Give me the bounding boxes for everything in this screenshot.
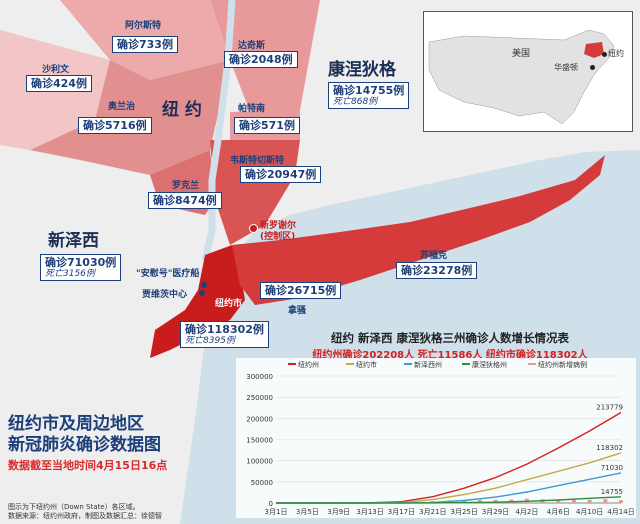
y-tick-label: 0 bbox=[269, 500, 273, 508]
legend-label: 康涅狄格州 bbox=[472, 360, 507, 369]
inset-country: 美国 bbox=[512, 49, 531, 59]
comfort-label: "安慰号"医疗船 bbox=[136, 269, 200, 279]
main-title-line1: 纽约市及周边地区 bbox=[8, 414, 144, 434]
bar-new-cases bbox=[603, 499, 608, 503]
bar-new-cases bbox=[556, 499, 561, 503]
series-end-label: 14755 bbox=[601, 488, 623, 496]
us-shape bbox=[428, 29, 615, 125]
x-tick-label: 3月13日 bbox=[356, 508, 383, 516]
x-tick-label: 4月2日 bbox=[515, 508, 538, 516]
x-tick-label: 3月1日 bbox=[265, 508, 288, 516]
bar-new-cases bbox=[571, 499, 576, 503]
y-tick-label: 100000 bbox=[246, 458, 273, 466]
bar-new-cases bbox=[477, 500, 482, 503]
county-name-rockland: 罗克兰 bbox=[172, 181, 200, 191]
cases-nassau: 确诊26715例 bbox=[260, 282, 342, 299]
cases-nj: 确诊71030例 死亡3156例 bbox=[40, 254, 122, 281]
x-tick-label: 3月21日 bbox=[419, 508, 446, 516]
county-name-nassau: 拿骚 bbox=[288, 306, 307, 316]
main-title-line2: 新冠肺炎确诊数据图 bbox=[8, 435, 161, 455]
long-island bbox=[232, 155, 605, 305]
y-tick-label: 150000 bbox=[246, 437, 273, 445]
region-ny-label: 纽 约 bbox=[162, 100, 202, 120]
javits-label: 贾维茨中心 bbox=[142, 290, 188, 300]
new-rochelle-label: 新罗谢尔 (控制区) bbox=[260, 221, 297, 242]
source-line2: 数据来源：纽约州政府，制图及数据汇总：徐德智 bbox=[8, 512, 162, 520]
x-tick-label: 3月25日 bbox=[450, 508, 477, 516]
inset-ny-label: 纽约 bbox=[608, 49, 624, 58]
us-inset-map: 美国 纽约 华盛顿 bbox=[423, 11, 633, 132]
cases-ulster: 确诊733例 bbox=[112, 36, 178, 53]
x-tick-label: 3月9日 bbox=[327, 508, 350, 516]
y-tick-label: 200000 bbox=[246, 415, 273, 423]
nj-deaths: 死亡3156例 bbox=[45, 269, 95, 279]
y-tick-label: 300000 bbox=[246, 373, 273, 381]
nyc-cases: 确诊118302例 bbox=[185, 323, 264, 336]
series-end-label: 71030 bbox=[601, 464, 623, 472]
cases-westchester: 确诊20947例 bbox=[240, 166, 322, 183]
long-island-sound bbox=[290, 155, 590, 236]
javits-marker bbox=[199, 290, 205, 296]
x-tick-label: 4月6日 bbox=[547, 508, 570, 516]
county-name-putnam: 帕特南 bbox=[238, 104, 266, 114]
cases-dutchess: 确诊2048例 bbox=[224, 51, 298, 68]
nyc-deaths: 死亡8395例 bbox=[185, 336, 235, 346]
legend-label: 纽约州新增病例 bbox=[538, 360, 587, 369]
source-note: 图示为下纽约州（Down State）各区域。 数据来源：纽约州政府，制图及数据… bbox=[8, 503, 162, 521]
x-tick-label: 3月5日 bbox=[296, 508, 319, 516]
inset-dc-label: 华盛顿 bbox=[554, 63, 578, 72]
county-name-suffolk: 苏福克 bbox=[420, 251, 448, 261]
series-end-label: 118302 bbox=[596, 444, 623, 452]
cases-sullivan: 确诊424例 bbox=[26, 75, 92, 92]
main-title: 纽约市及周边地区 新冠肺炎确诊数据图 bbox=[8, 414, 161, 456]
legend-label: 纽约州 bbox=[298, 360, 319, 369]
growth-chart: 纽约州 纽约市 新泽西州 康涅狄格州 纽约州新增病例 0 50000 100000 150000… bbox=[236, 358, 636, 518]
county-name-dutchess: 达奇斯 bbox=[238, 41, 266, 51]
bar-new-cases bbox=[619, 500, 623, 503]
chart-background bbox=[236, 358, 636, 518]
source-line1: 图示为下纽约州（Down State）各区域。 bbox=[8, 503, 140, 511]
region-nj-label: 新泽西 bbox=[48, 231, 99, 251]
chart-subtitle: 纽约州确诊202208人 死亡11586人 纽约市确诊118302人 bbox=[312, 350, 588, 361]
cases-suffolk: 确诊23278例 bbox=[396, 262, 478, 279]
ct-deaths: 死亡868例 bbox=[333, 97, 378, 107]
bar-new-cases bbox=[493, 499, 498, 503]
bar-new-cases bbox=[462, 500, 467, 503]
nj-cases: 确诊71030例 bbox=[45, 256, 117, 269]
cases-ct: 确诊14755例 死亡868例 bbox=[328, 82, 410, 109]
y-tick-label: 50000 bbox=[251, 479, 273, 487]
county-name-orange: 奥兰治 bbox=[108, 102, 136, 112]
county-nyc bbox=[150, 245, 245, 358]
inset-ny-dot bbox=[602, 52, 607, 57]
series-end-label: 213779 bbox=[596, 404, 623, 412]
x-tick-label: 3月29日 bbox=[482, 508, 509, 516]
main-subtitle: 数据截至当地时间4月15日16点 bbox=[8, 459, 168, 472]
x-tick-label: 4月10日 bbox=[576, 508, 603, 516]
state-ny bbox=[584, 42, 604, 58]
cases-nyc: 确诊118302例 死亡8395例 bbox=[180, 321, 269, 348]
comfort-marker bbox=[201, 282, 207, 288]
x-tick-label: 4月14日 bbox=[607, 508, 634, 516]
y-tick-label: 250000 bbox=[246, 394, 273, 402]
county-name-westchester: 韦斯特切斯特 bbox=[230, 156, 285, 166]
us-inset-svg bbox=[428, 29, 615, 125]
county-name-nyc: 纽约市 bbox=[215, 299, 243, 309]
x-tick-label: 3月17日 bbox=[388, 508, 415, 516]
cases-rockland: 确诊8474例 bbox=[148, 192, 222, 209]
cases-putnam: 确诊571例 bbox=[234, 117, 300, 134]
county-name-ulster: 阿尔斯特 bbox=[125, 21, 162, 31]
cases-orange: 确诊5716例 bbox=[78, 117, 152, 134]
new-rochelle-marker bbox=[249, 224, 258, 233]
chart-title: 纽约 新泽西 康涅狄格三州确诊人数增长情况表 bbox=[330, 331, 569, 345]
county-name-sullivan: 沙利文 bbox=[42, 65, 70, 75]
legend-label: 新泽西州 bbox=[414, 360, 442, 369]
region-ct-label: 康涅狄格 bbox=[328, 60, 396, 80]
legend-label: 纽约市 bbox=[356, 360, 377, 369]
hudson-river bbox=[201, 0, 236, 261]
inset-dc-dot bbox=[590, 65, 595, 70]
series-line bbox=[276, 496, 622, 504]
bar-new-cases bbox=[587, 499, 592, 503]
ct-cases: 确诊14755例 bbox=[333, 84, 405, 97]
